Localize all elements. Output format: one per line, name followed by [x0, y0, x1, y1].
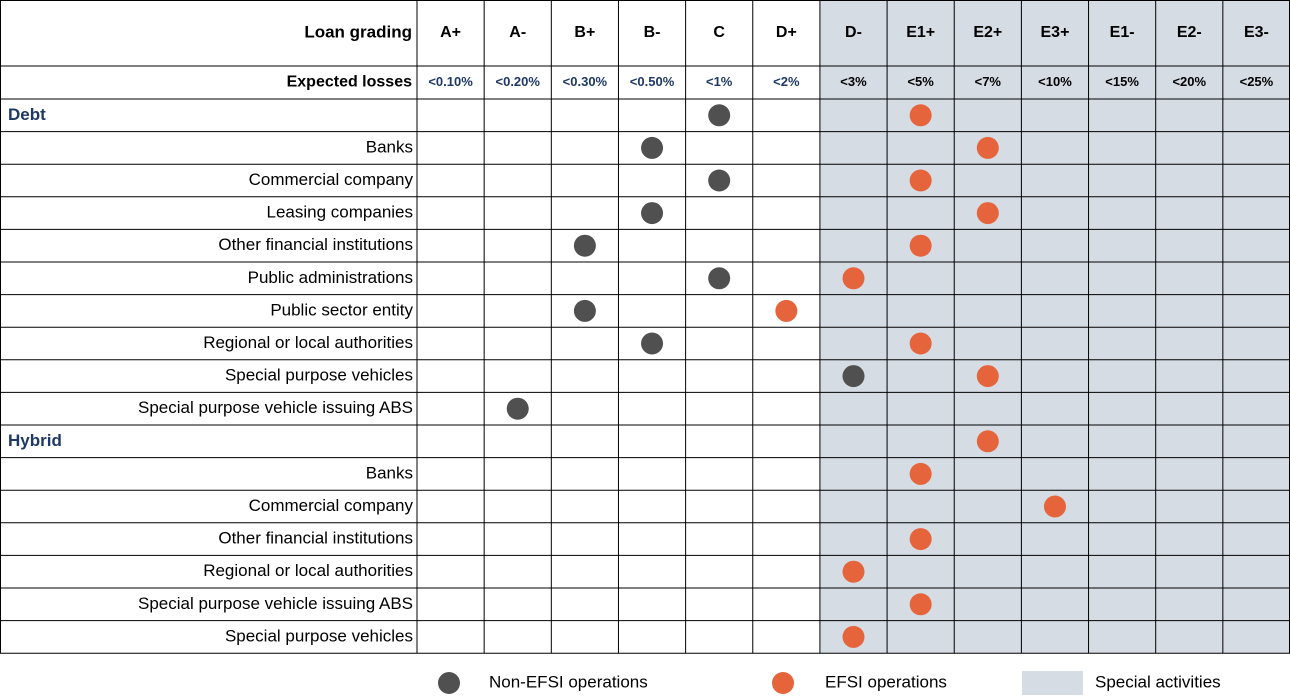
expected-loss: <0.30% [563, 74, 608, 89]
efsi-dot [842, 267, 865, 290]
expected-loss: <2% [773, 74, 800, 89]
efsi-dot [775, 299, 798, 322]
group-label: Debt [8, 105, 46, 124]
row-label: Public administrations [248, 268, 413, 287]
legend-label: EFSI operations [825, 672, 947, 691]
grade: E2+ [973, 24, 1002, 41]
expected-loss: <15% [1105, 74, 1139, 89]
efsi-dot [842, 625, 865, 648]
grade: C [713, 24, 725, 41]
special-column [819, 0, 888, 654]
grade: D- [845, 24, 862, 41]
row-label: Special purpose vehicle issuing ABS [138, 398, 413, 417]
efsi-dot [976, 136, 999, 159]
row-label: Public sector entity [270, 300, 413, 319]
non-efsi-dot [708, 169, 731, 192]
non-efsi-dot [573, 299, 596, 322]
efsi-dot [909, 332, 932, 355]
efsi-dot [909, 593, 932, 616]
row-label: Banks [366, 137, 413, 156]
row-label: Regional or local authorities [203, 333, 413, 352]
non-efsi-dot [708, 267, 731, 290]
row-label: Regional or local authorities [203, 561, 413, 580]
legend-swatch [772, 672, 794, 694]
grade: E2- [1177, 24, 1202, 41]
expected-loss: <10% [1038, 74, 1072, 89]
expected-loss: <7% [975, 74, 1002, 89]
special-column [1155, 0, 1224, 654]
grade: E1+ [906, 24, 935, 41]
header-label: Expected losses [287, 74, 413, 91]
expected-loss: <20% [1172, 74, 1206, 89]
grade: E3+ [1041, 24, 1070, 41]
expected-loss: <0.50% [630, 74, 675, 89]
header-label: Loan grading [304, 22, 412, 41]
non-efsi-dot [641, 332, 664, 355]
expected-loss: <25% [1240, 74, 1274, 89]
legend-label: Special activities [1095, 672, 1221, 691]
special-column [954, 0, 1022, 654]
efsi-dot [976, 365, 999, 388]
efsi-dot [842, 560, 865, 583]
row-label: Special purpose vehicle issuing ABS [138, 594, 413, 613]
grade: B- [644, 24, 661, 41]
efsi-dot [909, 104, 932, 127]
legend-label: Non-EFSI operations [489, 672, 648, 691]
non-efsi-dot [842, 365, 865, 388]
legend-swatch [1022, 671, 1083, 695]
grade: A- [509, 24, 526, 41]
row-label: Commercial company [249, 496, 414, 515]
non-efsi-dot [573, 234, 596, 257]
special-column [1222, 0, 1290, 654]
grade: B+ [574, 24, 595, 41]
expected-loss: <1% [706, 74, 733, 89]
row-label: Commercial company [249, 170, 414, 189]
row-label: Banks [366, 463, 413, 482]
grade: D+ [776, 24, 797, 41]
non-efsi-dot [641, 202, 664, 225]
efsi-dot [976, 202, 999, 225]
efsi-dot [976, 430, 999, 453]
non-efsi-dot [708, 104, 731, 127]
expected-loss: <0.20% [496, 74, 541, 89]
expected-loss: <5% [907, 74, 934, 89]
non-efsi-dot [506, 397, 529, 420]
row-label: Other financial institutions [218, 235, 413, 254]
grade: E1- [1110, 24, 1135, 41]
grade: A+ [440, 24, 461, 41]
row-label: Leasing companies [267, 203, 413, 222]
efsi-dot [1043, 495, 1066, 518]
efsi-dot [909, 234, 932, 257]
expected-loss: <0.10% [428, 74, 473, 89]
row-label: Special purpose vehicles [225, 626, 413, 645]
row-label: Other financial institutions [218, 529, 413, 548]
grade: E3- [1244, 24, 1269, 41]
efsi-dot [909, 169, 932, 192]
group-label: Hybrid [8, 431, 62, 450]
row-label: Special purpose vehicles [225, 366, 413, 385]
efsi-dot [909, 528, 932, 551]
legend-swatch [438, 672, 460, 694]
expected-loss: <3% [840, 74, 867, 89]
special-column [1088, 0, 1157, 654]
special-column [1021, 0, 1090, 654]
efsi-dot [909, 462, 932, 485]
non-efsi-dot [641, 136, 664, 159]
